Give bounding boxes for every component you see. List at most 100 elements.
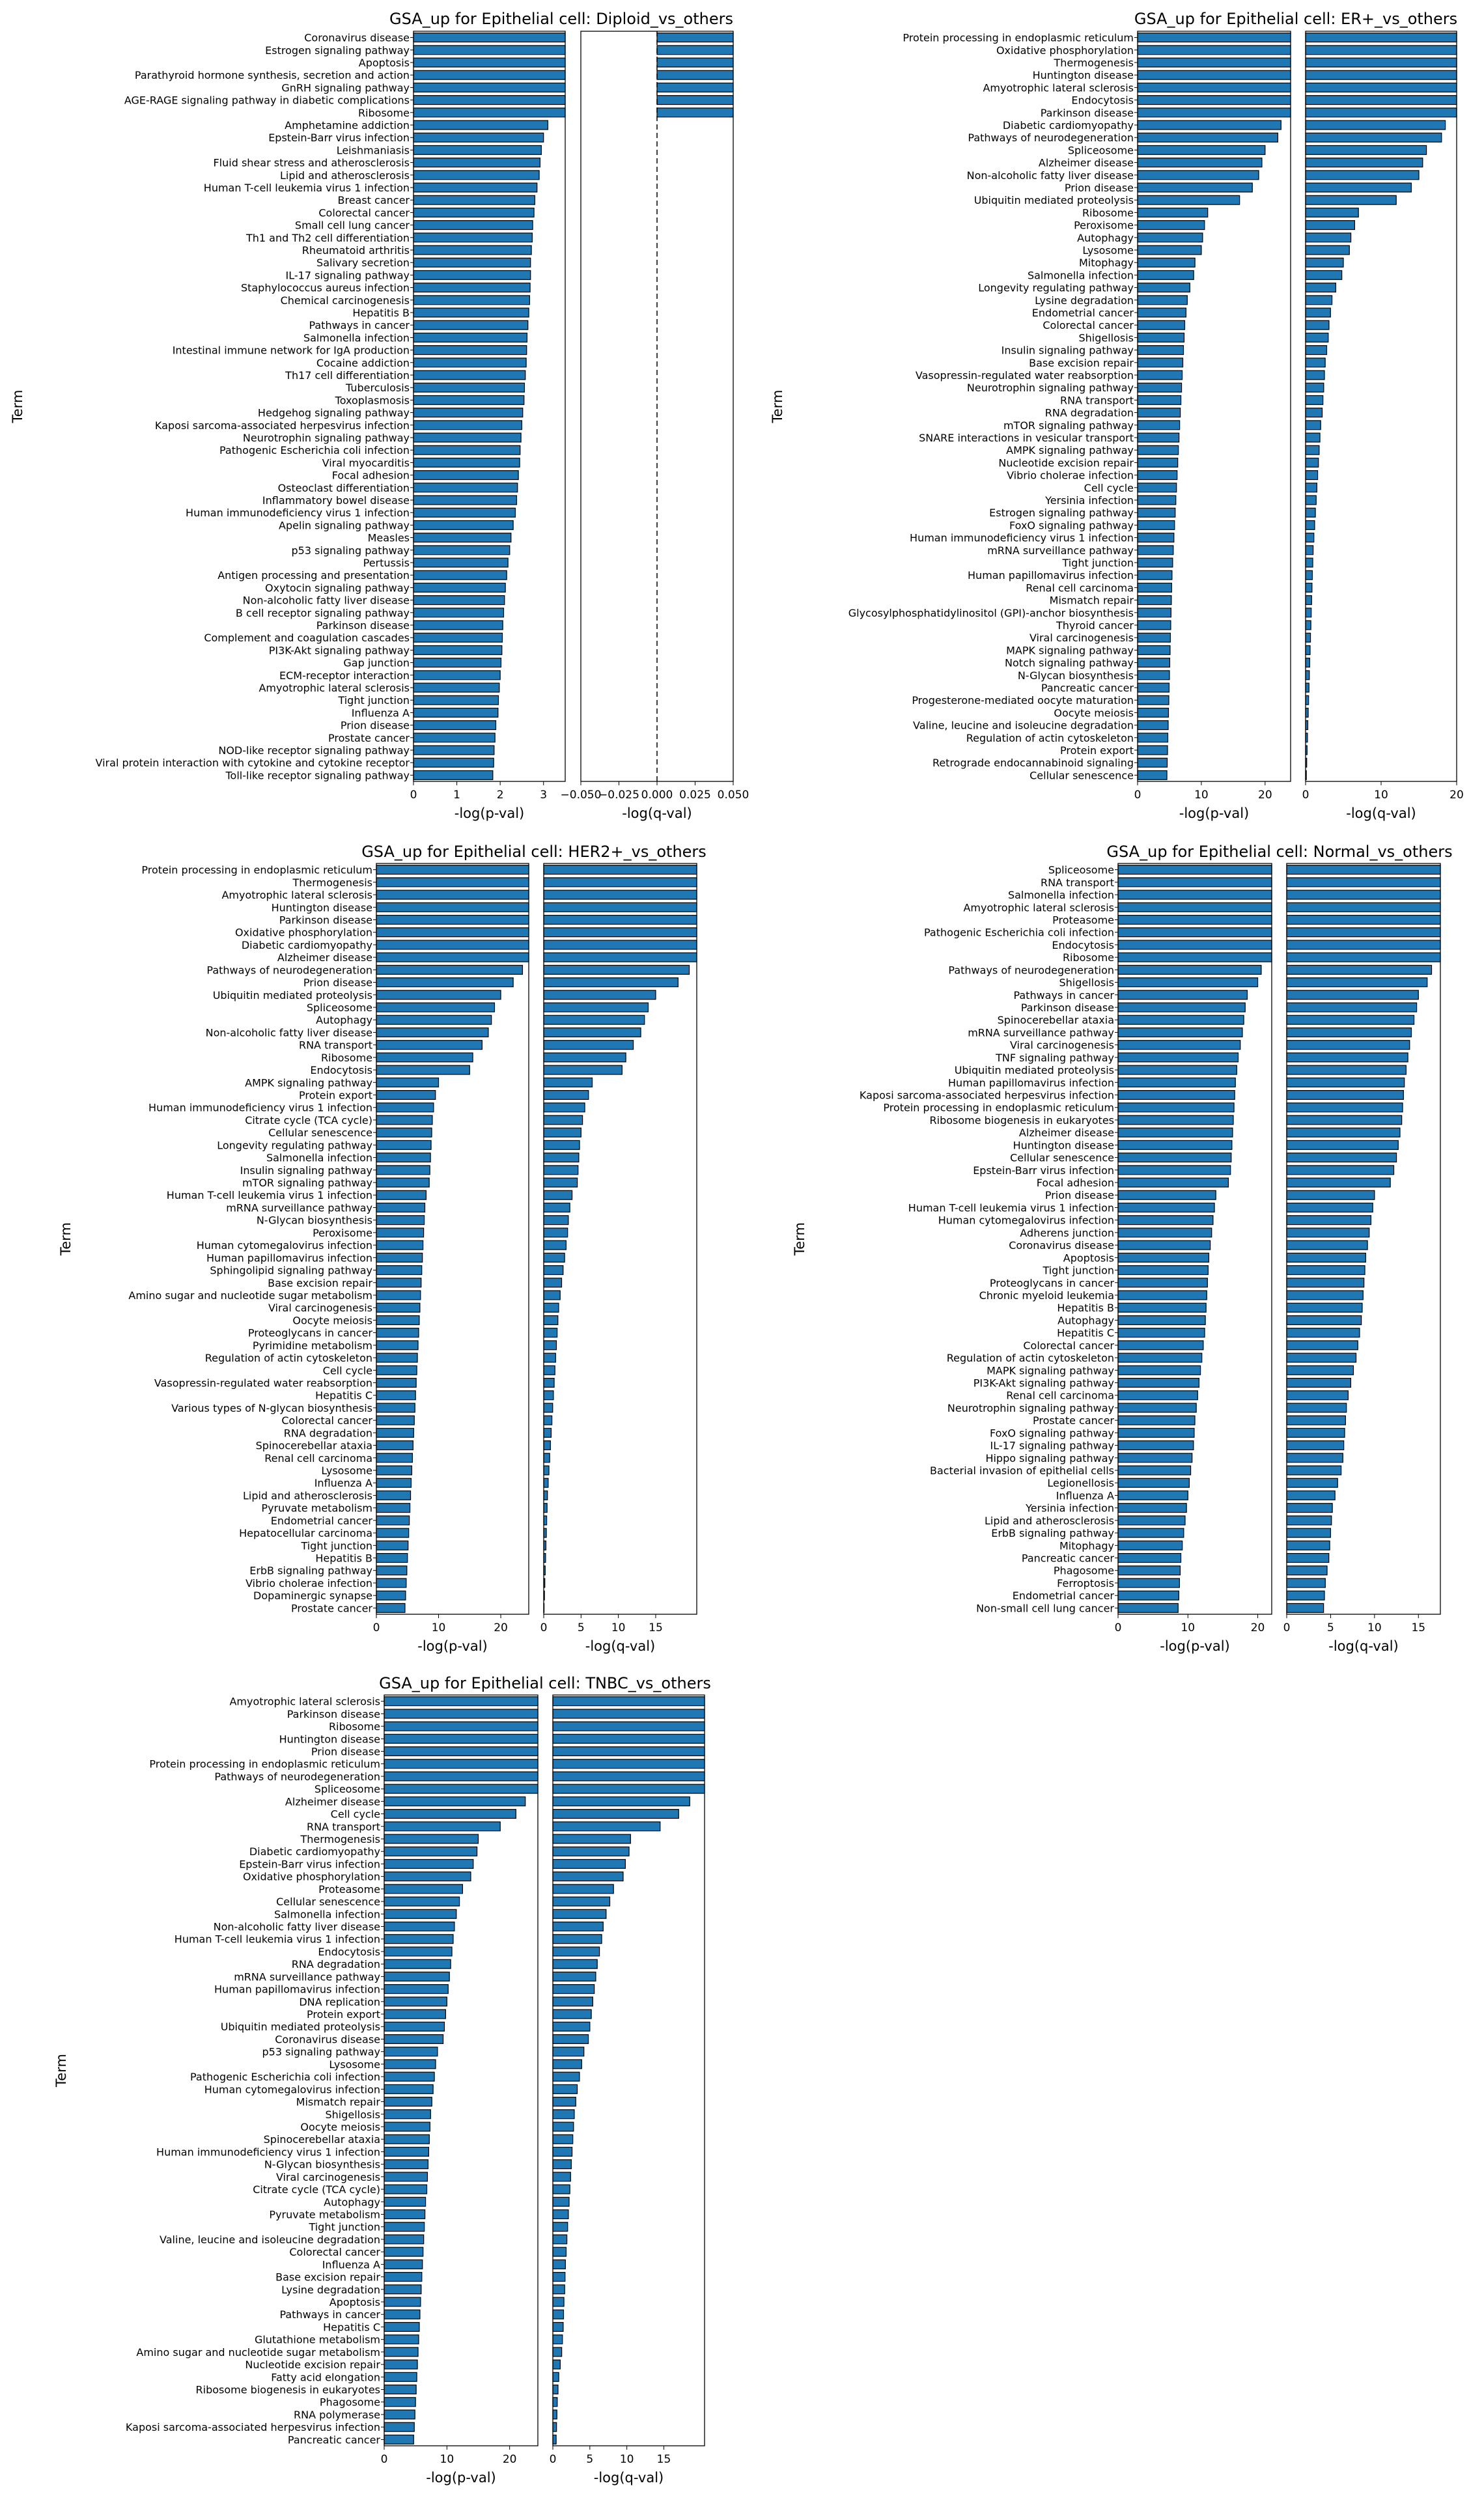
bar — [413, 570, 507, 580]
bar — [1305, 370, 1325, 380]
bar — [1117, 1503, 1187, 1513]
term-label: Pancreatic cancer — [288, 2433, 381, 2446]
chart-1: GSA_up for Epithelial cell: Diploid_vs_o… — [10, 10, 749, 821]
x-tick-label: 15 — [1411, 1621, 1425, 1634]
bar — [384, 2222, 425, 2232]
term-label: Human papillomavirus infection — [206, 1252, 372, 1264]
bar — [1137, 120, 1281, 130]
term-label: Spliceosome — [315, 1783, 380, 1795]
term-label: mRNA surveillance pathway — [226, 1201, 372, 1214]
term-label: Proteasome — [1052, 914, 1114, 926]
term-label: Ferroptosis — [1057, 1577, 1114, 1590]
bar — [376, 990, 501, 1000]
bar — [1305, 533, 1315, 543]
bar — [376, 914, 529, 925]
bar — [552, 1858, 626, 1869]
bar — [552, 1896, 611, 1907]
bar — [413, 95, 566, 105]
bar — [413, 295, 531, 305]
bar — [413, 132, 544, 143]
x-tick-label: 0 — [1283, 1621, 1291, 1634]
bar — [1137, 670, 1170, 680]
bar — [656, 45, 734, 55]
bar — [1117, 1465, 1192, 1476]
term-label: Regulation of actin cytoskeleton — [205, 1352, 372, 1364]
term-label: IL-17 signaling pathway — [990, 1440, 1114, 1452]
term-label: RNA degradation — [284, 1427, 372, 1439]
term-label: Insulin signaling pathway — [240, 1164, 372, 1177]
bar — [1286, 1278, 1365, 1288]
bar — [1286, 1403, 1347, 1413]
bar — [376, 865, 529, 875]
bar — [552, 2047, 585, 2057]
bar — [552, 2422, 557, 2432]
bar — [1137, 270, 1194, 280]
term-label: Coronavirus disease — [275, 2033, 380, 2045]
x-tick-label: 20 — [1449, 789, 1464, 802]
bar — [552, 2359, 561, 2370]
bar — [376, 1365, 417, 1375]
term-label: Salmonella infection — [1008, 889, 1114, 901]
bar — [1117, 1328, 1205, 1338]
bar — [376, 1453, 413, 1463]
bar — [413, 557, 509, 568]
term-label: Intestinal immune network for IgA produc… — [173, 344, 410, 357]
bar — [1117, 1265, 1209, 1276]
x-tick-label: 20 — [1251, 1621, 1265, 1634]
term-label: N-Glycan biosynthesis — [257, 1214, 372, 1227]
bar — [413, 495, 518, 505]
term-label: Pancreatic cancer — [1041, 682, 1134, 694]
term-label: Thyroid cancer — [1056, 619, 1134, 632]
bar — [413, 408, 524, 418]
bar — [1305, 483, 1317, 493]
term-label: Th1 and Th2 cell differentiation — [245, 232, 410, 244]
bar — [543, 1415, 553, 1425]
bar — [384, 2284, 422, 2295]
bar — [413, 645, 503, 655]
bar — [384, 2359, 418, 2370]
term-label: Lysosome — [329, 2058, 380, 2071]
term-label: Prostate cancer — [328, 732, 410, 744]
bar — [384, 1821, 501, 1832]
bar — [1286, 964, 1433, 975]
x-tick-label: −0.050 — [561, 789, 602, 802]
term-label: Pathogenic Escherichia coli infection — [924, 927, 1114, 939]
bar — [1137, 257, 1196, 268]
term-label: Tight junction — [337, 694, 410, 707]
term-label: Ubiquitin mediated proteolysis — [221, 2021, 380, 2033]
bar — [413, 270, 531, 280]
bar — [552, 2284, 565, 2295]
x-tick-label: 10 — [1194, 789, 1209, 802]
bar — [1117, 1440, 1194, 1451]
bar — [376, 1590, 406, 1601]
bar — [384, 2172, 428, 2182]
term-label: mTOR signaling pathway — [242, 1177, 372, 1189]
bar — [552, 2347, 563, 2357]
bar — [543, 1002, 649, 1013]
bar — [1137, 420, 1181, 430]
bar — [413, 445, 521, 455]
bar — [384, 2309, 421, 2319]
bar — [1305, 107, 1457, 118]
term-label: Human cytomegalovirus infection — [197, 1239, 372, 1252]
bar — [413, 357, 527, 368]
bar — [1137, 132, 1279, 143]
term-label: Apoptosis — [359, 57, 410, 69]
bar — [1117, 1102, 1235, 1113]
bar — [552, 2059, 582, 2069]
bar — [413, 608, 505, 618]
bar — [1137, 195, 1240, 205]
term-label: Tight junction — [1061, 557, 1134, 569]
bar — [384, 1884, 464, 1894]
bar — [543, 1040, 634, 1050]
bar — [1286, 902, 1441, 912]
bar — [1286, 1140, 1399, 1150]
term-label: Lysosome — [1082, 244, 1134, 257]
bar — [376, 902, 529, 912]
bar — [543, 1377, 555, 1388]
bar — [1305, 682, 1309, 693]
bar — [543, 1153, 580, 1163]
term-label: Glycosylphosphatidylinositol (GPI)-ancho… — [848, 607, 1134, 619]
term-label: Pathogenic Escherichia coli infection — [190, 2071, 380, 2083]
bar — [1137, 245, 1202, 255]
